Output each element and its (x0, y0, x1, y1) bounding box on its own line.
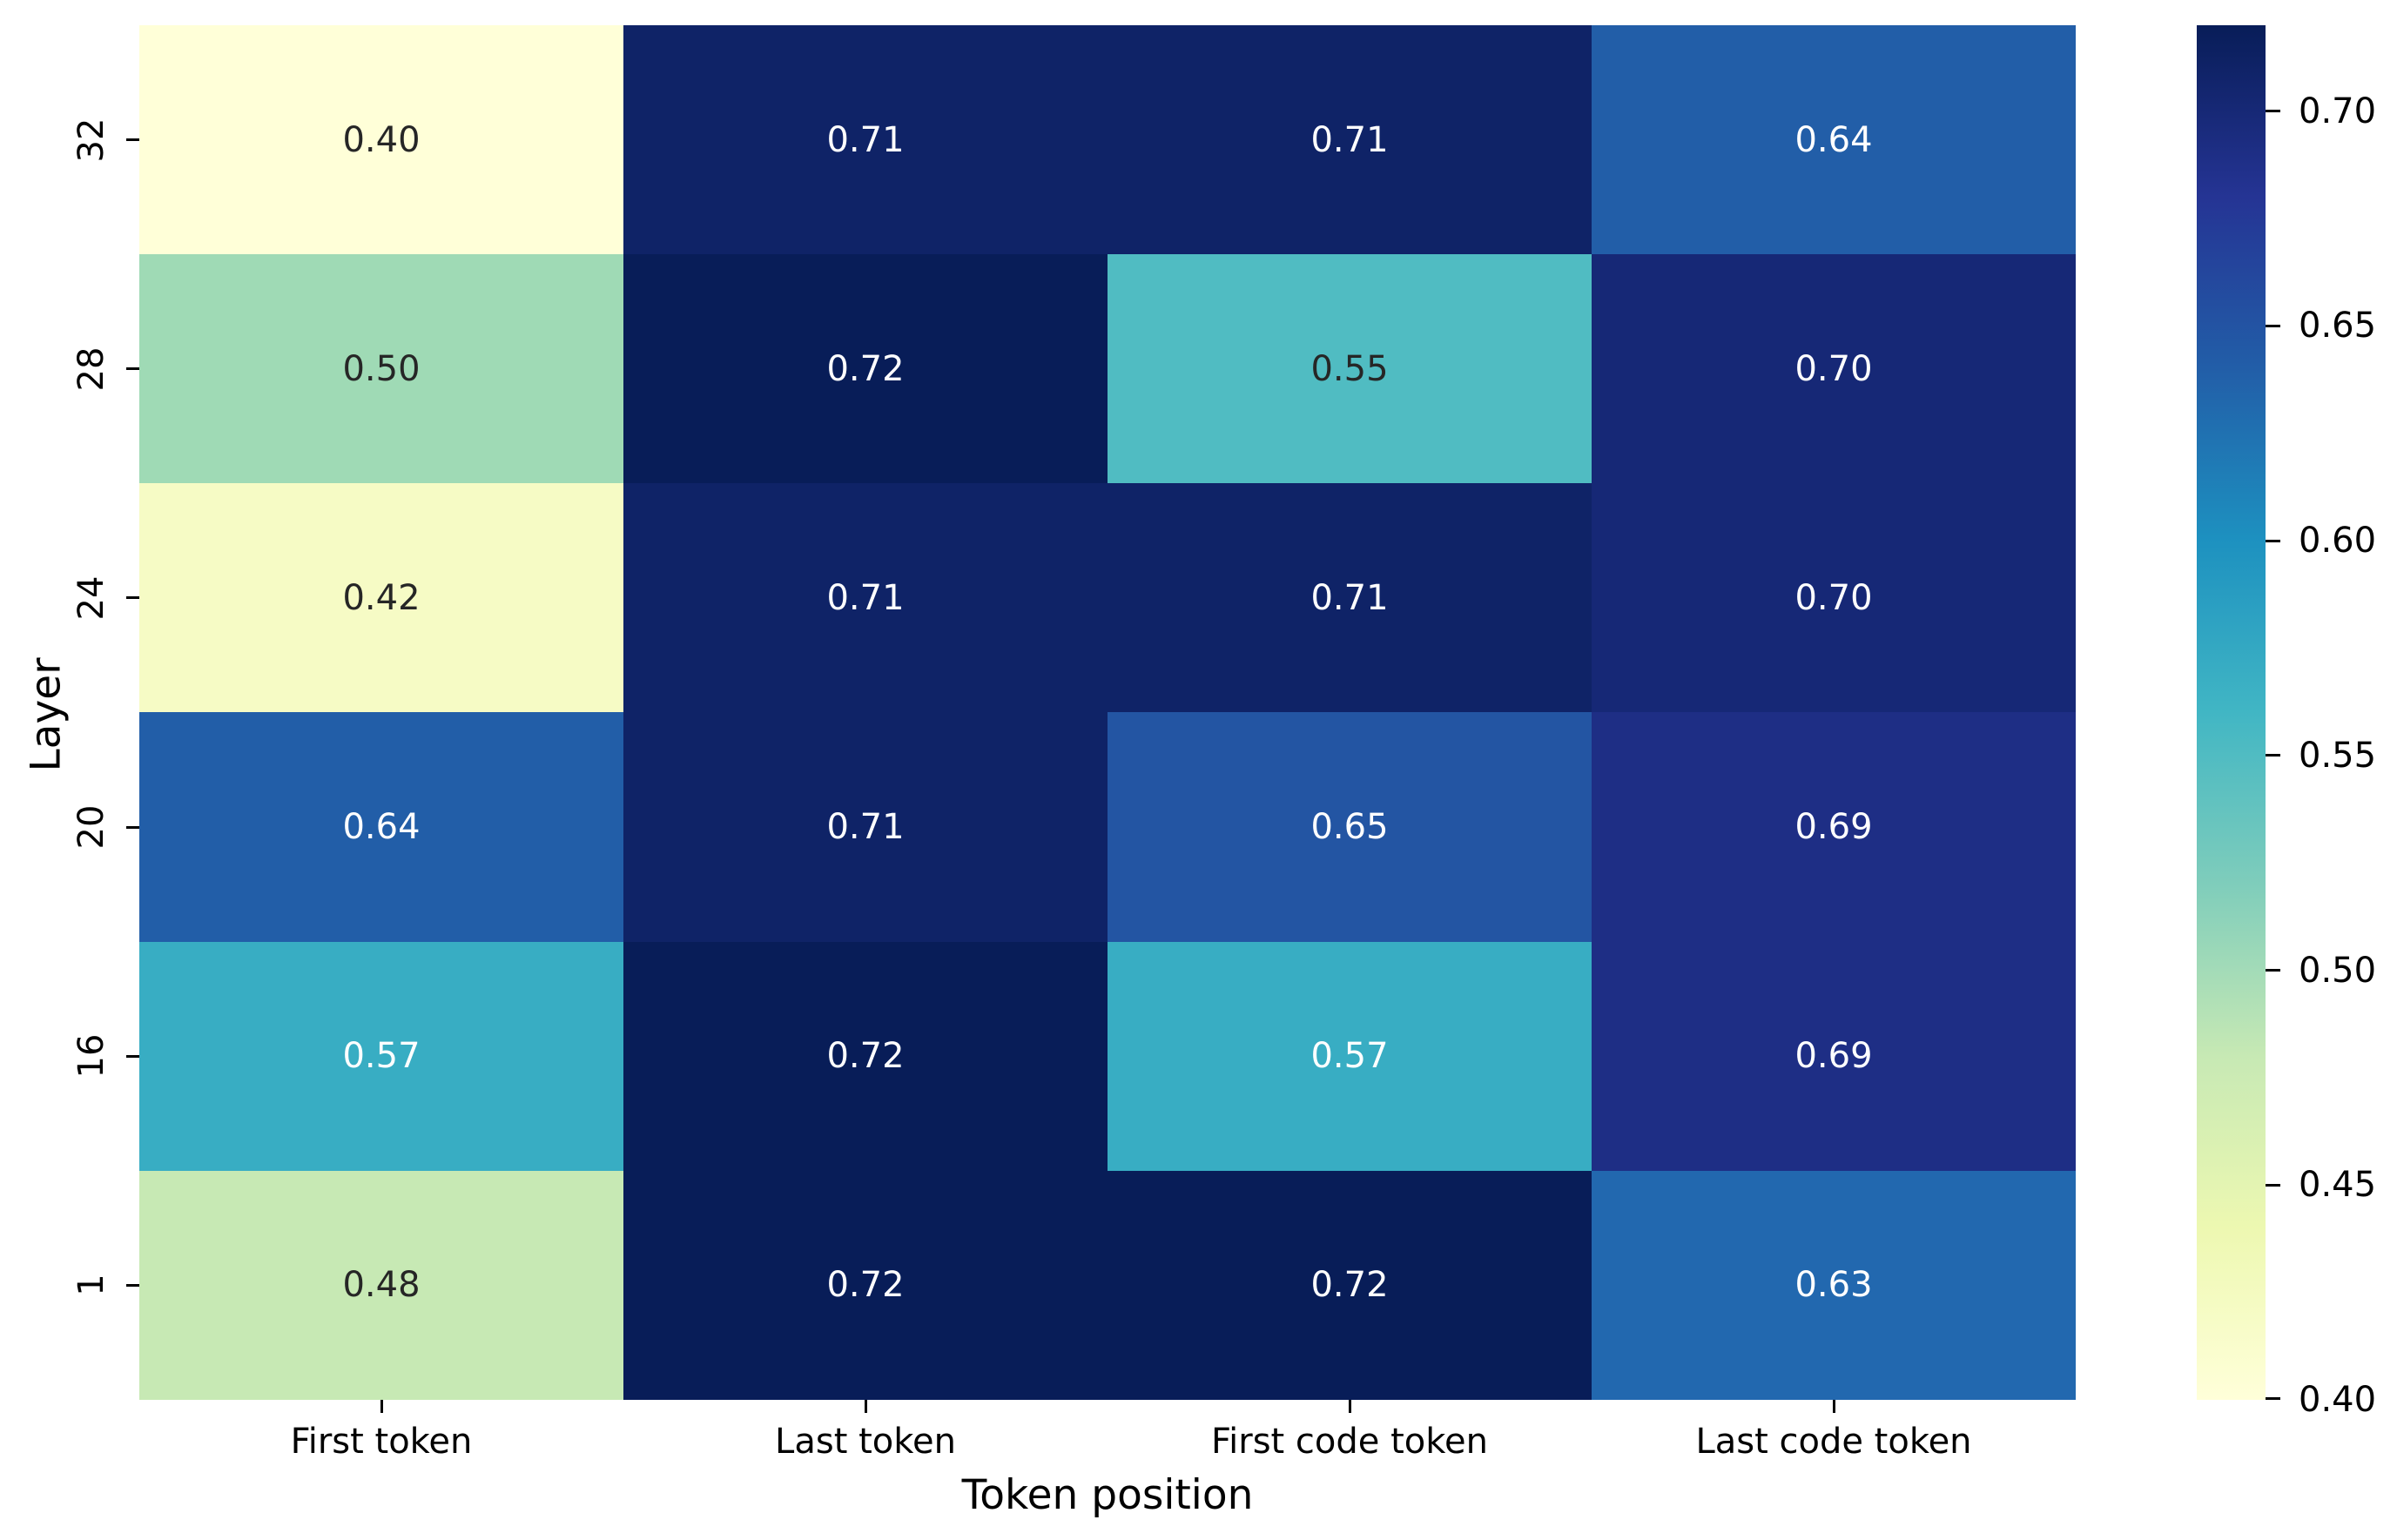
heatmap-cell: 0.50 (139, 254, 623, 484)
heatmap-cell: 0.69 (1592, 712, 2076, 942)
heatmap-cell: 0.48 (139, 1170, 623, 1400)
colorbar-tick-mark (2266, 969, 2280, 972)
cell-value: 0.71 (826, 119, 905, 160)
colorbar (2197, 25, 2266, 1400)
colorbar-tick-label: 0.40 (2299, 1380, 2377, 1420)
heatmap-cell: 0.57 (139, 941, 623, 1171)
heatmap-cell: 0.64 (1592, 25, 2076, 255)
y-tick-label: 28 (71, 346, 111, 392)
y-tick-label: 20 (71, 804, 111, 850)
cell-value: 0.70 (1794, 577, 1873, 618)
cell-value: 0.70 (1794, 348, 1873, 389)
colorbar-tick-mark (2266, 1183, 2280, 1187)
heatmap-cell: 0.71 (623, 712, 1108, 942)
y-tick-label: 32 (71, 118, 111, 163)
heatmap-cell: 0.71 (623, 25, 1108, 255)
cell-value: 0.69 (1794, 1036, 1873, 1077)
cell-value: 0.71 (1310, 119, 1389, 160)
y-tick-mark (126, 596, 139, 600)
heatmap-cell: 0.55 (1108, 254, 1592, 484)
colorbar-tick-mark (2266, 539, 2280, 542)
x-tick-mark (864, 1400, 867, 1413)
x-tick-label: First code token (1211, 1422, 1488, 1462)
y-tick-mark (126, 825, 139, 829)
colorbar-tick-label: 0.70 (2299, 91, 2377, 131)
cell-value: 0.72 (826, 348, 905, 389)
x-tick-label: Last token (775, 1422, 956, 1462)
heatmap-cell: 0.72 (623, 1170, 1108, 1400)
y-tick-mark (126, 138, 139, 142)
x-tick-mark (1832, 1400, 1835, 1413)
cell-value: 0.63 (1794, 1265, 1873, 1306)
x-tick-mark (380, 1400, 383, 1413)
x-tick-mark (1348, 1400, 1351, 1413)
y-tick-mark (126, 1283, 139, 1287)
cell-value: 0.57 (1310, 1036, 1389, 1077)
x-tick-label: First token (290, 1422, 473, 1462)
heatmap-cell: 0.70 (1592, 483, 2076, 713)
cell-value: 0.50 (342, 348, 421, 389)
cell-value: 0.65 (1310, 807, 1389, 848)
colorbar-tick-label: 0.55 (2299, 735, 2377, 776)
cell-value: 0.71 (1310, 577, 1389, 618)
y-tick-label: 16 (71, 1033, 111, 1079)
heatmap-cell: 0.63 (1592, 1170, 2076, 1400)
colorbar-tick-mark (2266, 324, 2280, 327)
y-tick-label: 24 (71, 575, 111, 621)
heatmap-cell: 0.71 (1108, 483, 1592, 713)
heatmap-cell: 0.71 (623, 483, 1108, 713)
y-tick-mark (126, 1054, 139, 1058)
cell-value: 0.64 (1794, 119, 1873, 160)
heatmap-cell: 0.69 (1592, 941, 2076, 1171)
heatmap-cell: 0.40 (139, 25, 623, 255)
colorbar-tick-mark (2266, 1396, 2280, 1400)
cell-value: 0.40 (342, 119, 421, 160)
heatmap-cell: 0.64 (139, 712, 623, 942)
cell-value: 0.71 (826, 807, 905, 848)
y-tick-mark (126, 367, 139, 371)
x-tick-label: Last code token (1695, 1422, 1972, 1462)
colorbar-tick-mark (2266, 110, 2280, 113)
colorbar-tick-label: 0.65 (2299, 306, 2377, 346)
heatmap-cell: 0.72 (623, 941, 1108, 1171)
heatmap-plot: 0.40 0.71 0.71 0.64 0.50 0.72 0.55 0.70 0.42 0.71… (139, 25, 2076, 1400)
cell-value: 0.64 (342, 807, 421, 848)
cell-value: 0.69 (1794, 807, 1873, 848)
cell-value: 0.72 (826, 1265, 905, 1306)
cell-value: 0.42 (342, 577, 421, 618)
heatmap-cell: 0.72 (1108, 1170, 1592, 1400)
colorbar-tick-label: 0.50 (2299, 950, 2377, 991)
colorbar-tick-mark (2266, 754, 2280, 757)
colorbar-tick-label: 0.45 (2299, 1165, 2377, 1206)
heatmap-cell: 0.42 (139, 483, 623, 713)
cell-value: 0.55 (1310, 348, 1389, 389)
cell-value: 0.72 (826, 1036, 905, 1077)
y-tick-label: 1 (71, 1274, 111, 1297)
x-axis-label: Token position (961, 1471, 1254, 1519)
heatmap-cell: 0.71 (1108, 25, 1592, 255)
heatmap-cell: 0.65 (1108, 712, 1592, 942)
cell-value: 0.48 (342, 1265, 421, 1306)
cell-value: 0.71 (826, 577, 905, 618)
heatmap-cell: 0.57 (1108, 941, 1592, 1171)
colorbar-tick-label: 0.60 (2299, 521, 2377, 562)
heatmap-cell: 0.72 (623, 254, 1108, 484)
cell-value: 0.72 (1310, 1265, 1389, 1306)
cell-value: 0.57 (342, 1036, 421, 1077)
heatmap-cell: 0.70 (1592, 254, 2076, 484)
y-axis-label: Layer (22, 657, 71, 772)
